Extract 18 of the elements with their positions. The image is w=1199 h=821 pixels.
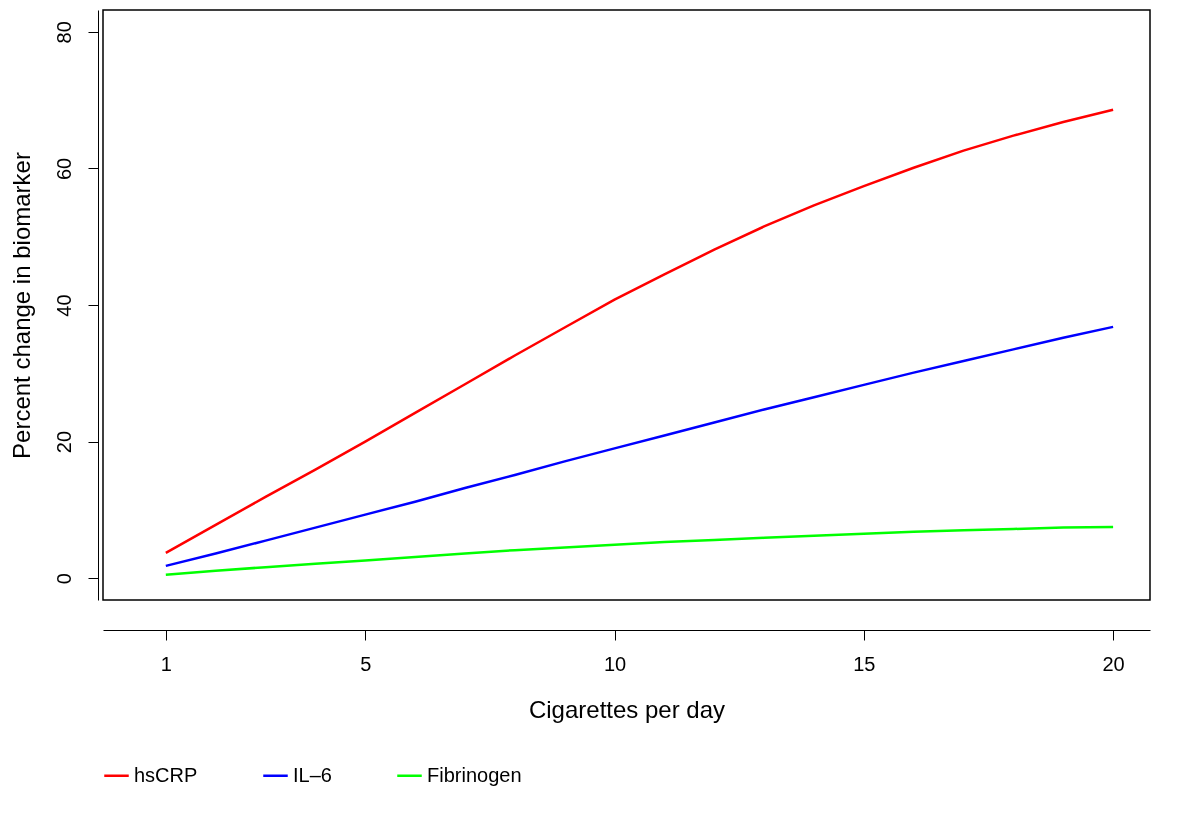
x-tick-label: 20 — [1102, 652, 1125, 675]
y-tick-label: 80 — [52, 21, 75, 44]
line-series — [164, 325, 1115, 568]
x-tick-label: 15 — [853, 652, 876, 675]
x-tick-label: 5 — [360, 652, 372, 675]
y-tick-label: 20 — [52, 430, 75, 454]
line-series — [164, 108, 1115, 555]
y-tick-label: 0 — [52, 573, 75, 585]
x-axis-title: Cigarettes per day — [528, 695, 726, 723]
legend-label: IL–6 — [293, 763, 332, 786]
line-series — [164, 525, 1115, 576]
legend-label: hsCRP — [134, 763, 198, 786]
x-tick-label: 1 — [160, 652, 172, 675]
y-tick-label: 60 — [52, 157, 75, 181]
legend-label: Fibrinogen — [427, 763, 522, 786]
x-tick-label: 10 — [603, 652, 627, 675]
y-axis-title: Percent change in biomarker — [7, 152, 35, 459]
y-tick-label: 40 — [52, 294, 75, 317]
